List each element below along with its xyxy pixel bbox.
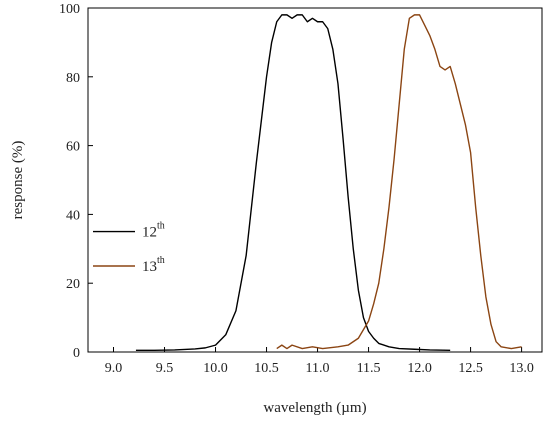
x-tick-label: 12.5 (458, 361, 483, 376)
legend-label-12: 12th (142, 221, 165, 241)
x-tick-label: 11.0 (306, 361, 330, 376)
y-ticks: 0 20 40 60 80 100 (59, 2, 93, 361)
y-tick-label: 80 (66, 71, 80, 86)
y-tick-label: 60 (66, 140, 80, 155)
x-tick-label: 9.0 (105, 361, 123, 376)
legend-label-base: 12 (142, 225, 157, 241)
y-tick-label: 0 (73, 346, 80, 361)
series-line-13 (276, 14, 522, 350)
plot-frame (87, 7, 543, 353)
legend-label-sup: th (157, 221, 165, 232)
x-axis-title: wavelength (µm) (263, 400, 366, 416)
x-tick-label: 11.5 (357, 361, 381, 376)
y-tick-label: 20 (66, 277, 80, 292)
x-tick-label: 10.5 (254, 361, 279, 376)
x-tick-label: 12.0 (407, 361, 432, 376)
series-layer (135, 14, 522, 351)
series-line-12 (135, 14, 451, 351)
legend-label-sup: th (157, 255, 165, 266)
legend-label-13: 13th (142, 255, 165, 275)
y-tick-label: 100 (59, 2, 80, 17)
y-tick-label: 40 (66, 208, 80, 223)
legend-label-base: 13 (142, 259, 157, 275)
x-tick-label: 13.0 (509, 361, 534, 376)
x-ticks: 9.0 9.5 10.0 10.5 11.0 11.5 12.0 12.5 13.0 (105, 347, 534, 376)
y-axis-title: response (%) (10, 141, 26, 220)
x-tick-label: 9.5 (156, 361, 174, 376)
x-tick-label: 10.0 (203, 361, 228, 376)
